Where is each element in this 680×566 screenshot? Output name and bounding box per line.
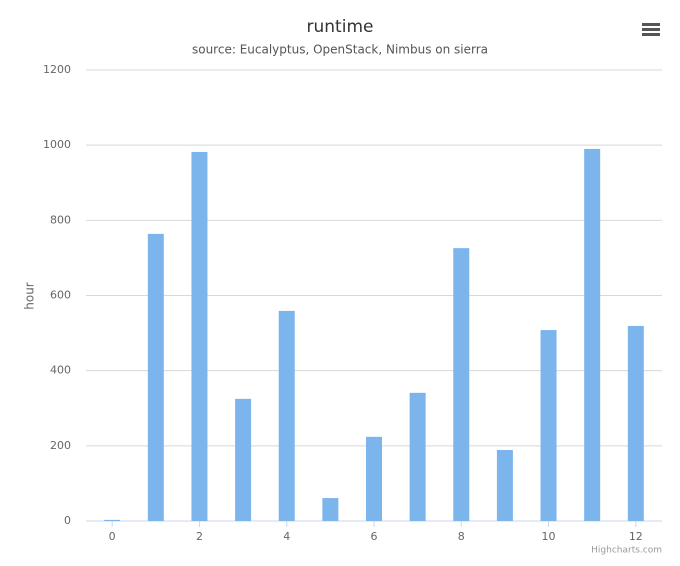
menu-line: [642, 28, 660, 31]
menu-button[interactable]: [640, 18, 662, 40]
bar: [322, 498, 339, 521]
bar: [453, 248, 470, 521]
y-tick-label: 200: [50, 439, 71, 452]
bar: [584, 148, 601, 522]
credits[interactable]: Highcharts.com: [591, 546, 662, 556]
bar: [540, 330, 557, 521]
bar: [366, 436, 382, 521]
menu-line: [642, 33, 660, 36]
bar: [104, 519, 121, 521]
y-tick-label: 0: [64, 514, 71, 527]
y-tick-label: 1200: [43, 63, 71, 76]
y-tick-label: 400: [50, 364, 71, 377]
x-tick-label: 8: [458, 530, 465, 543]
y-tick-label: 800: [50, 213, 71, 226]
chart-subtitle: source: Eucalyptus, OpenStack, Nimbus on…: [192, 43, 488, 57]
bar: [147, 233, 164, 521]
bar: [627, 325, 644, 521]
menu-line: [642, 23, 660, 26]
y-tick-label: 600: [50, 289, 71, 302]
x-tick-label: 12: [629, 530, 643, 543]
y-tick-label: 1000: [43, 138, 71, 151]
x-tick-label: 0: [109, 530, 116, 543]
x-tick-label: 4: [283, 530, 290, 543]
bar: [191, 151, 208, 521]
x-tick-label: 10: [542, 530, 556, 543]
bar: [496, 449, 513, 521]
bar: [278, 310, 295, 521]
y-axis-title: hour: [23, 282, 37, 310]
bar: [409, 392, 426, 521]
chart-title: runtime: [307, 17, 374, 37]
x-tick-label: 2: [196, 530, 203, 543]
x-tick-label: 6: [371, 530, 378, 543]
bar: [235, 398, 252, 521]
